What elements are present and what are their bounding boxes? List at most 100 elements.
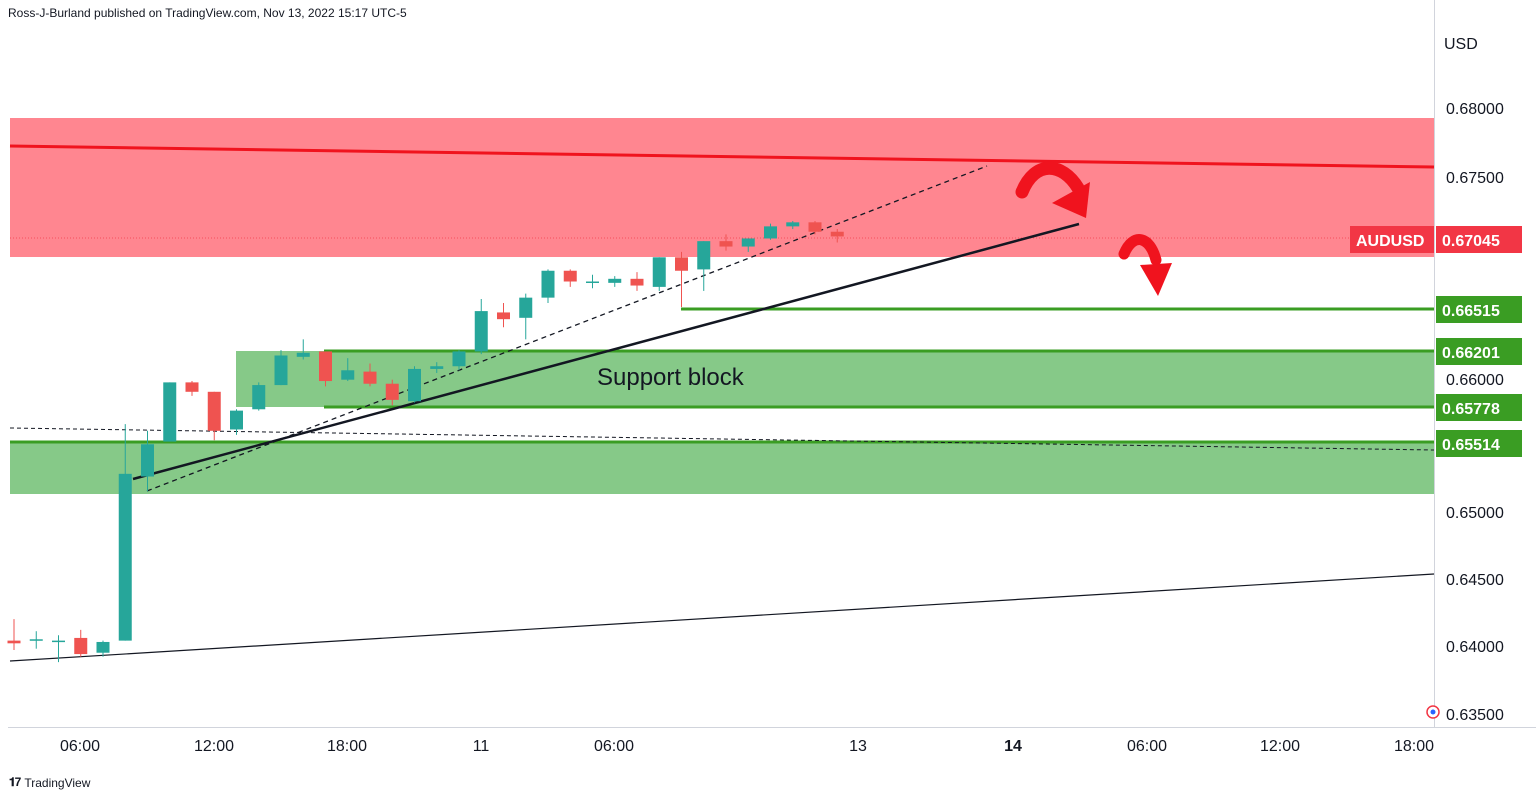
- candle: [719, 234, 733, 251]
- candle-body: [519, 297, 533, 318]
- candle-body: [452, 351, 466, 367]
- candle-body: [563, 270, 577, 282]
- candle-body: [652, 257, 666, 287]
- candle-body: [608, 278, 622, 283]
- candle: [207, 391, 221, 441]
- candle: [741, 238, 755, 252]
- candle: [96, 640, 110, 657]
- level-label-3: 0.65514: [1436, 430, 1522, 457]
- y-tick: 0.64000: [1446, 639, 1504, 656]
- resistance-zone: [10, 118, 1434, 257]
- candle-body: [341, 370, 355, 380]
- candle: [296, 339, 310, 360]
- candle-body: [74, 637, 88, 655]
- candle: [830, 229, 844, 243]
- candle-body: [630, 278, 644, 286]
- candle: [7, 619, 21, 651]
- candle-body: [163, 382, 177, 442]
- candle-body: [719, 241, 733, 247]
- x-tick: 06:00: [60, 738, 100, 755]
- x-tick: 12:00: [194, 738, 234, 755]
- currency-label: USD: [1444, 36, 1478, 53]
- candle: [630, 272, 644, 291]
- candle: [363, 363, 377, 387]
- symbol-label: AUDUSD: [1356, 233, 1424, 250]
- candle: [341, 358, 355, 382]
- candle: [586, 274, 599, 289]
- candle: [808, 220, 822, 235]
- candle-body: [497, 312, 510, 320]
- candle-body: [675, 257, 688, 271]
- uptrend-line: [132, 222, 1080, 481]
- candle: [74, 629, 88, 657]
- brand-name: TradingView: [24, 775, 91, 790]
- candle: [474, 298, 488, 355]
- publish-info: Ross-J-Burland published on TradingView.…: [8, 6, 407, 20]
- candle-body: [786, 222, 800, 227]
- y-tick: 0.66000: [1446, 372, 1504, 389]
- candle-body: [430, 366, 444, 369]
- candle-body: [808, 222, 822, 232]
- candle: [697, 241, 711, 291]
- svg-text:0.66515: 0.66515: [1442, 303, 1500, 320]
- timezone-flag-icon[interactable]: [1426, 705, 1440, 719]
- long-term-trendline: [9, 573, 1435, 662]
- candle: [608, 276, 622, 287]
- x-tick: 18:00: [327, 738, 367, 755]
- candle-body: [408, 368, 421, 402]
- candle-body: [741, 238, 755, 247]
- candle: [230, 409, 243, 435]
- x-tick: 11: [473, 738, 490, 755]
- candle-body: [385, 383, 399, 400]
- candle: [319, 351, 332, 387]
- resistance-trendline: [9, 144, 1435, 169]
- candle: [408, 366, 421, 403]
- x-tick: 06:00: [594, 738, 634, 755]
- last-price-label: 0.67045: [1442, 233, 1500, 250]
- x-axis-ticks: 06:00 12:00 18:00 11 06:00 13 14 06:00 1…: [60, 738, 1434, 755]
- candle: [163, 382, 177, 442]
- x-tick: 12:00: [1260, 738, 1300, 755]
- lower-support-zone: [10, 442, 1434, 494]
- candles-group: [7, 220, 844, 663]
- level-label-1: 0.66201: [1436, 338, 1522, 365]
- candle: [541, 269, 555, 304]
- candle-body: [118, 473, 132, 641]
- svg-text:0.65778: 0.65778: [1442, 401, 1500, 418]
- y-tick: 0.65000: [1446, 505, 1504, 522]
- candle: [141, 430, 154, 492]
- candle-body: [764, 226, 777, 239]
- tradingview-logo-icon: 𝟏7: [9, 775, 21, 789]
- candle-body: [7, 640, 21, 644]
- candle: [519, 293, 533, 340]
- x-tick: 06:00: [1127, 738, 1167, 755]
- candle: [385, 379, 399, 406]
- candle: [118, 424, 132, 641]
- footer-brand[interactable]: 𝟏7 TradingView: [9, 775, 90, 790]
- y-axis-ticks: 0.68000 0.67500 0.66000 0.65000 0.64500 …: [1446, 101, 1504, 724]
- red-arrow-large-icon: [1015, 161, 1090, 218]
- dashed-uptrend-line: [146, 165, 988, 492]
- candle-body: [230, 410, 243, 430]
- candle-body: [296, 352, 310, 357]
- candle: [563, 269, 577, 287]
- candle: [497, 303, 510, 328]
- y-tick: 0.63500: [1446, 707, 1504, 724]
- level-label-0: 0.66515: [1436, 296, 1522, 323]
- candle: [786, 220, 800, 230]
- y-tick: 0.64500: [1446, 572, 1504, 589]
- candle-body: [185, 382, 199, 392]
- support-block-label: Support block: [597, 364, 745, 391]
- candle-body: [319, 351, 332, 382]
- level-label-2: 0.65778: [1436, 394, 1522, 421]
- candle: [652, 257, 666, 291]
- candle: [452, 350, 466, 371]
- candle-body: [29, 639, 43, 641]
- y-tick: 0.68000: [1446, 101, 1504, 118]
- candle: [675, 251, 688, 308]
- candle: [430, 362, 444, 373]
- red-arrow-small-icon: [1118, 234, 1172, 296]
- svg-text:0.66201: 0.66201: [1442, 345, 1500, 362]
- candle: [29, 631, 43, 649]
